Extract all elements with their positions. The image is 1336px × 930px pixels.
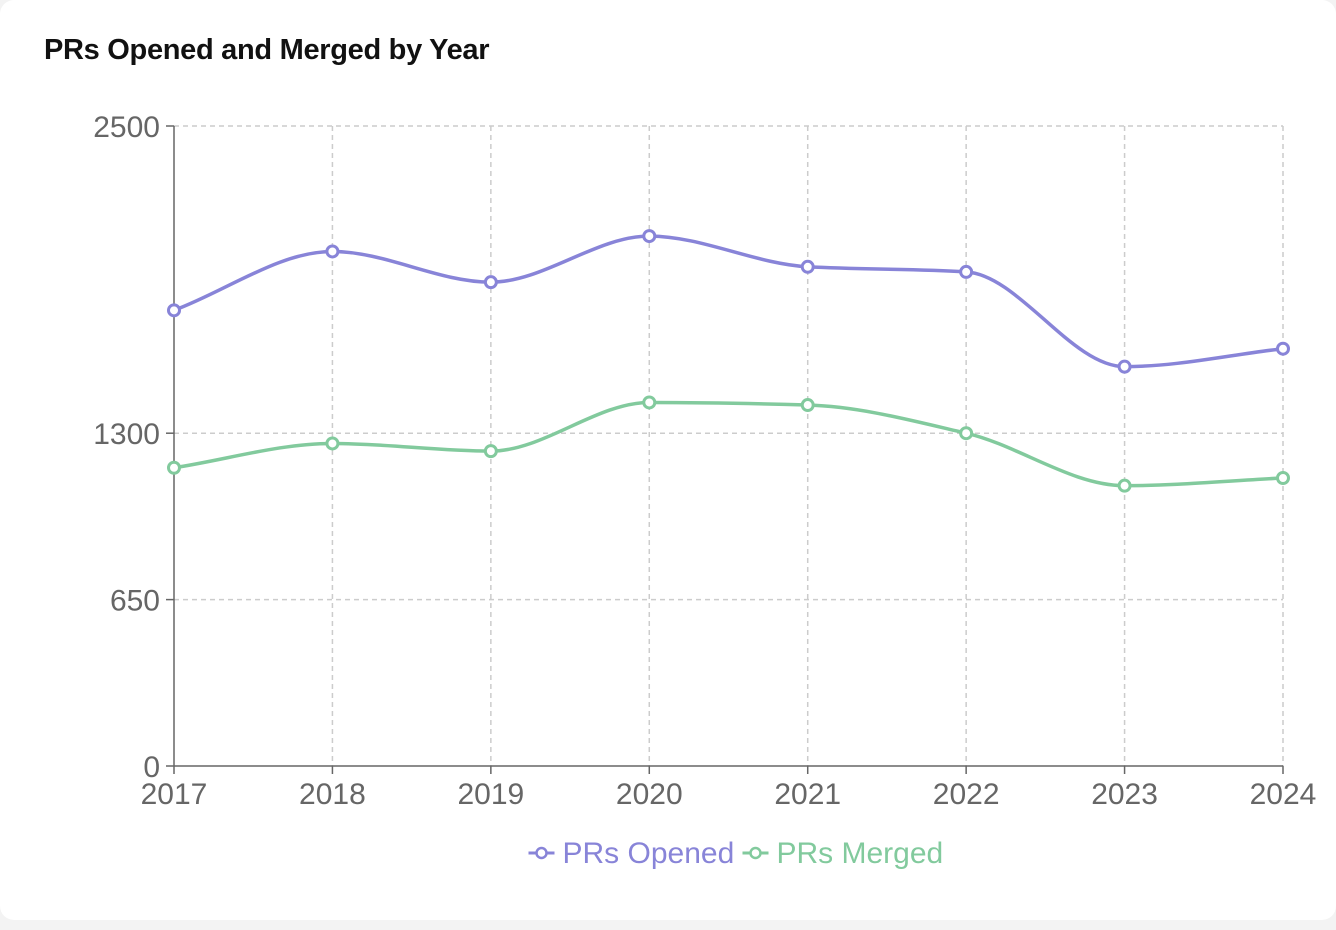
series-line-prs-merged: [173, 400, 1284, 488]
x-tick-label: 2019: [457, 778, 524, 811]
data-point-prs-merged-2022[interactable]: [959, 426, 974, 441]
x-tick-label: 2020: [616, 778, 683, 811]
data-point-prs-merged-2017[interactable]: [167, 460, 181, 475]
data-point-prs-opened-2017[interactable]: [167, 303, 181, 318]
data-point-prs-merged-2023[interactable]: [1117, 478, 1132, 493]
legend-marker-icon: [535, 846, 548, 860]
y-tick-label: 0: [143, 751, 160, 784]
data-point-prs-opened-2024[interactable]: [1276, 341, 1290, 356]
series-line-prs-opened: [173, 234, 1284, 369]
y-tick-label: 650: [110, 585, 160, 618]
data-point-prs-opened-2018[interactable]: [325, 244, 340, 259]
x-tick-label: 2023: [1091, 778, 1158, 811]
x-tick-label: 2024: [1250, 778, 1317, 811]
chart-title: PRs Opened and Merged by Year: [44, 34, 490, 66]
legend-item-prs-merged[interactable]: PRs Merged: [742, 837, 944, 870]
x-tick-label: 2018: [299, 778, 366, 811]
y-tick-label: 2500: [93, 111, 160, 144]
legend: PRs Opened PRs Merged: [528, 837, 944, 870]
data-point-prs-merged-2020[interactable]: [642, 395, 657, 410]
x-tick-label: 2017: [141, 778, 208, 811]
data-point-prs-opened-2019[interactable]: [483, 275, 498, 290]
series-prs-opened: [167, 229, 1290, 374]
data-point-prs-opened-2023[interactable]: [1117, 359, 1132, 374]
legend-label: PRs Merged: [777, 837, 944, 870]
data-point-prs-opened-2021[interactable]: [800, 259, 815, 274]
data-point-prs-opened-2020[interactable]: [642, 229, 657, 244]
x-tick-label: 2021: [774, 778, 841, 811]
data-point-prs-opened-2022[interactable]: [959, 264, 974, 279]
data-point-prs-merged-2018[interactable]: [325, 436, 340, 451]
data-point-prs-merged-2024[interactable]: [1276, 471, 1290, 485]
legend-marker-icon: [749, 846, 762, 860]
x-tick-label: 2022: [933, 778, 1000, 811]
legend-item-prs-opened[interactable]: PRs Opened: [528, 837, 735, 870]
series-prs-merged: [167, 395, 1290, 493]
data-point-prs-merged-2019[interactable]: [483, 444, 498, 459]
y-tick-label: 1300: [93, 418, 160, 451]
data-point-prs-merged-2021[interactable]: [800, 398, 815, 413]
grid: [174, 125, 1284, 766]
legend-label: PRs Opened: [563, 837, 735, 870]
